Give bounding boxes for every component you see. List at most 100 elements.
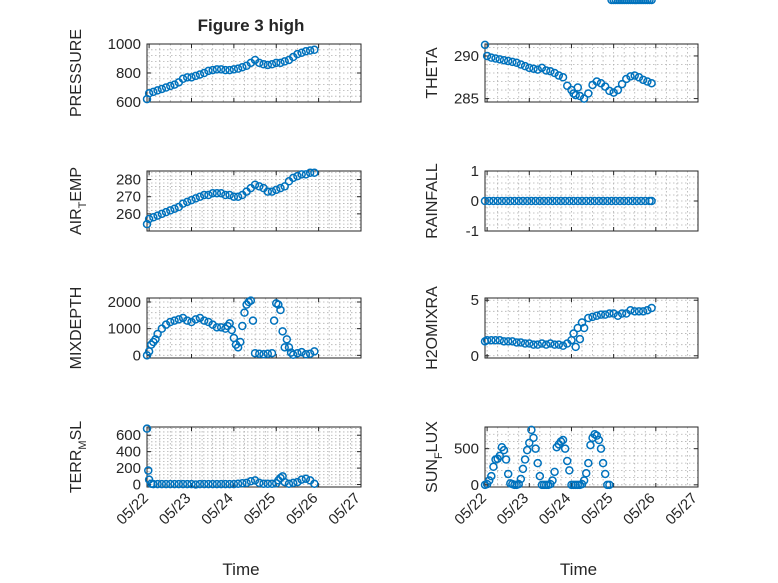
data-point	[487, 53, 496, 62]
series-markers	[142, 45, 319, 104]
data-point	[212, 479, 222, 489]
data-point	[255, 349, 264, 358]
data-point	[250, 180, 260, 189]
data-point	[482, 51, 492, 61]
data-point	[278, 327, 287, 336]
data-point	[221, 190, 230, 200]
data-point	[590, 196, 599, 206]
y-axis-label-part: SL	[68, 421, 85, 441]
data-point	[525, 438, 534, 448]
data-point	[550, 340, 559, 349]
x-axis-label: Time	[222, 560, 259, 579]
data-point	[525, 339, 534, 348]
data-point	[546, 67, 555, 76]
data-point	[212, 323, 222, 332]
data-point	[178, 479, 188, 489]
data-point	[539, 196, 549, 206]
axes-box	[484, 43, 699, 103]
data-point	[229, 65, 239, 74]
data-point	[166, 81, 175, 91]
data-point	[183, 197, 192, 207]
data-point	[503, 337, 513, 346]
data-point	[199, 68, 209, 78]
data-point	[573, 196, 583, 206]
data-point	[212, 189, 222, 198]
data-point	[153, 479, 162, 489]
data-point	[274, 300, 283, 309]
data-point	[624, 196, 633, 206]
data-point	[638, 307, 648, 316]
data-point	[153, 211, 162, 220]
data-point	[579, 323, 589, 333]
data-point	[525, 63, 534, 73]
series-markers	[480, 303, 656, 352]
data-point	[255, 182, 264, 191]
data-point	[229, 479, 239, 489]
y-axis-label-subscript: T	[77, 201, 89, 208]
data-point	[142, 219, 152, 229]
data-point	[301, 474, 311, 484]
y-tick-label: 280	[116, 172, 141, 189]
y-axis-label-part: AIR	[68, 208, 85, 235]
data-point	[208, 320, 217, 329]
y-tick-label: 200	[116, 460, 141, 477]
y-tick-label: 2000	[108, 294, 141, 311]
data-point	[178, 199, 188, 208]
data-point	[647, 0, 656, 5]
y-axis-label: TERRMSL	[68, 421, 89, 493]
y-axis-label: AIRTEMP	[68, 167, 89, 235]
grid	[485, 176, 698, 226]
data-point	[144, 89, 154, 98]
y-axis-label: PRESSURE	[68, 29, 85, 117]
x-tick-label: 05/25	[241, 490, 280, 529]
data-point	[157, 209, 167, 219]
data-point	[533, 340, 542, 349]
data-point	[225, 190, 234, 200]
data-point	[541, 66, 551, 75]
data-point	[208, 65, 217, 75]
data-point	[280, 343, 289, 352]
data-point	[293, 477, 302, 487]
data-point	[267, 187, 277, 196]
y-tick-label: 290	[454, 48, 479, 65]
data-point	[522, 196, 532, 206]
data-point	[605, 480, 614, 490]
data-point	[276, 58, 285, 68]
data-point	[565, 466, 574, 475]
data-point	[503, 469, 513, 479]
data-point	[520, 339, 530, 348]
data-point	[493, 196, 502, 206]
data-point	[229, 192, 239, 201]
data-point	[157, 84, 167, 94]
data-point	[187, 479, 196, 489]
figure-title: Figure 3 high	[198, 16, 305, 35]
data-point	[579, 476, 589, 485]
data-point	[149, 479, 158, 489]
y-axis-label-part: EMP	[68, 167, 85, 202]
data-point	[491, 54, 500, 63]
data-point	[187, 195, 196, 205]
data-point	[489, 462, 498, 472]
y-tick-label: 285	[454, 91, 479, 108]
data-point	[634, 307, 644, 316]
data-point	[600, 469, 610, 479]
y-tick-label: 0	[471, 193, 479, 210]
data-point	[142, 424, 152, 433]
data-point	[276, 305, 285, 315]
data-point	[628, 196, 637, 206]
data-point	[255, 478, 264, 488]
data-point	[560, 196, 570, 206]
data-point	[199, 479, 209, 489]
data-point	[594, 435, 604, 445]
x-tick-label: 05/27	[325, 490, 364, 529]
data-point	[212, 65, 222, 74]
y-tick-label: 0	[133, 347, 141, 364]
data-point	[503, 56, 513, 66]
data-point	[571, 90, 580, 100]
data-point	[225, 479, 234, 489]
grid	[485, 47, 698, 99]
data-point	[144, 475, 154, 484]
data-point	[263, 187, 273, 196]
data-point	[584, 313, 593, 323]
